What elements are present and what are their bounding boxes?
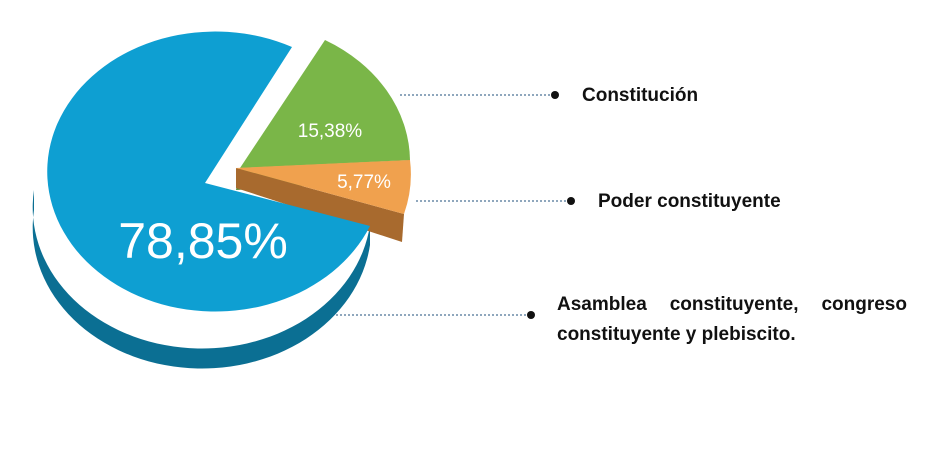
legend-bullet-asamblea: [527, 311, 535, 319]
legend-bullet-poder: [567, 197, 575, 205]
leader-line-poder: [416, 200, 566, 202]
slice-value-label-constitucion: 15,38%: [298, 121, 363, 142]
slice-value-label-asamblea: 78,85%: [118, 213, 288, 269]
pie-tops: [47, 31, 411, 312]
slice-value-label-poder: 5,77%: [337, 172, 391, 193]
slice-constitucion: [240, 40, 410, 168]
legend-label-poder: Poder constituyente: [598, 191, 781, 212]
legend-label-asamblea: Asamblea constituyente, congreso constit…: [557, 294, 907, 345]
slice-asamblea: [47, 31, 370, 312]
legend-label-constitucion: Constitución: [582, 85, 699, 106]
leader-line-constitucion: [400, 94, 550, 96]
slice-poder: [236, 160, 411, 214]
legend-bullet-constitucion: [551, 91, 559, 99]
leader-line-asamblea: [336, 314, 526, 316]
slice-side-poder: [236, 168, 404, 242]
